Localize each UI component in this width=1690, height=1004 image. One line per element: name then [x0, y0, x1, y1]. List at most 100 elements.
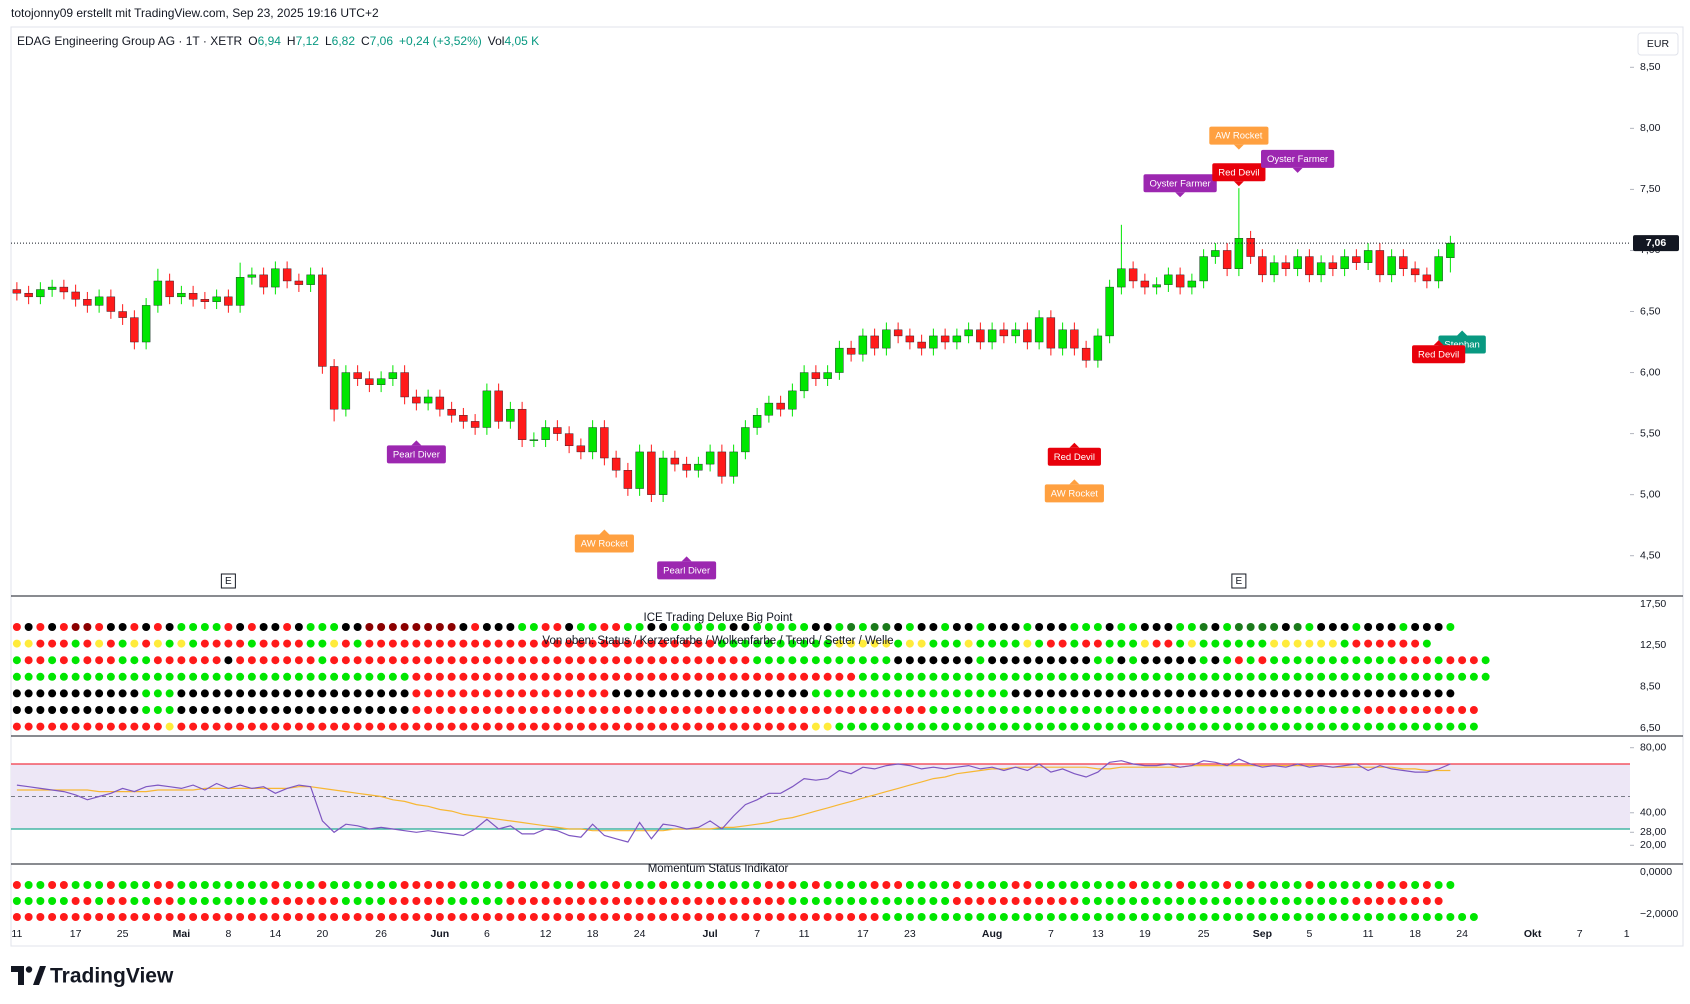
- status-dot: [1328, 881, 1337, 889]
- candle-body: [329, 366, 339, 410]
- status-dot: [1199, 913, 1208, 921]
- status-dot: [1152, 897, 1161, 905]
- status-dot: [1199, 881, 1208, 889]
- candle-body: [1434, 256, 1443, 282]
- status-dot: [764, 913, 773, 921]
- status-dot: [964, 706, 973, 714]
- status-dot: [1246, 881, 1255, 889]
- status-dot: [647, 722, 656, 731]
- status-dot: [917, 623, 926, 631]
- status-dot: [435, 722, 444, 731]
- status-dot: [377, 881, 386, 889]
- status-dot: [224, 913, 233, 921]
- status-dot: [1352, 672, 1361, 681]
- status-dot: [1328, 672, 1337, 681]
- status-dot: [764, 881, 773, 889]
- status-dot: [1375, 913, 1384, 921]
- status-dot: [142, 881, 151, 889]
- status-dot: [682, 656, 691, 665]
- status-dot: [189, 656, 198, 665]
- status-dot: [365, 656, 374, 665]
- status-dot: [647, 881, 656, 889]
- status-dot: [318, 639, 327, 648]
- band-fill: [11, 763, 1630, 830]
- status-dot: [635, 722, 644, 731]
- status-dot: [1317, 656, 1326, 665]
- status-dot: [95, 913, 104, 921]
- status-dot: [83, 689, 92, 698]
- status-dot: [95, 706, 104, 714]
- status-dot: [1199, 639, 1208, 648]
- status-dot: [1011, 706, 1020, 714]
- status-dot: [1364, 689, 1373, 698]
- status-dot: [106, 639, 115, 648]
- status-dot: [788, 689, 797, 698]
- status-dot: [377, 623, 386, 631]
- status-dot: [318, 881, 327, 889]
- status-dot: [1340, 881, 1349, 889]
- status-dot: [200, 913, 209, 921]
- x-tick-label: 11: [11, 928, 22, 940]
- signal-pointer: [1292, 167, 1303, 173]
- candle-body: [1211, 250, 1220, 257]
- status-dot: [858, 639, 867, 648]
- status-dot: [694, 722, 703, 731]
- status-dot: [952, 672, 961, 681]
- x-tick-label: 13: [1092, 928, 1104, 940]
- candle-body: [1293, 256, 1302, 269]
- status-dot: [1246, 639, 1255, 648]
- status-dot: [823, 881, 832, 889]
- status-dot: [83, 706, 92, 714]
- status-dot: [1152, 722, 1161, 731]
- status-dot: [236, 656, 245, 665]
- status-dot: [800, 656, 809, 665]
- status-dot: [24, 639, 33, 648]
- status-dot: [200, 656, 209, 665]
- status-dot: [1422, 689, 1431, 698]
- status-dot: [588, 897, 597, 905]
- signal-label: AW Rocket: [581, 539, 629, 550]
- candle-body: [670, 457, 680, 465]
- status-dot: [130, 672, 139, 681]
- status-dot: [659, 656, 668, 665]
- status-dot: [71, 881, 80, 889]
- status-dot: [353, 897, 362, 905]
- symbol: EDAG Engineering Group AG · 1T · XETR: [17, 34, 243, 48]
- status-dot: [894, 656, 903, 665]
- status-dot: [1375, 639, 1384, 648]
- status-dot: [612, 656, 621, 665]
- status-dot: [459, 706, 468, 714]
- status-dot: [753, 913, 762, 921]
- status-dot: [1035, 689, 1044, 698]
- status-dot: [1305, 656, 1314, 665]
- status-dot: [400, 689, 409, 698]
- status-dot: [494, 623, 503, 631]
- status-dot: [482, 639, 491, 648]
- candle-body: [600, 427, 609, 459]
- status-dot: [1082, 722, 1091, 731]
- status-dot: [165, 639, 174, 648]
- candle-body: [1222, 250, 1232, 269]
- currency-box[interactable]: [1637, 32, 1679, 56]
- status-dot: [1070, 897, 1079, 905]
- status-dot: [1317, 722, 1326, 731]
- ohlc-key: H: [287, 34, 296, 48]
- status-dot: [565, 881, 574, 889]
- signal-box: [574, 534, 634, 553]
- status-dot: [576, 897, 585, 905]
- status-dot: [353, 706, 362, 714]
- status-dot: [306, 722, 315, 731]
- status-dot: [424, 706, 433, 714]
- status-dot: [224, 672, 233, 681]
- status-dot: [224, 881, 233, 889]
- status-dot: [130, 656, 139, 665]
- status-dot: [1082, 881, 1091, 889]
- status-dot: [694, 897, 703, 905]
- status-dot: [12, 881, 21, 889]
- status-dot: [776, 706, 785, 714]
- candle-body: [130, 317, 139, 343]
- status-dot: [811, 639, 820, 648]
- status-dot: [118, 656, 127, 665]
- status-dot: [976, 639, 985, 648]
- status-dot: [271, 706, 280, 714]
